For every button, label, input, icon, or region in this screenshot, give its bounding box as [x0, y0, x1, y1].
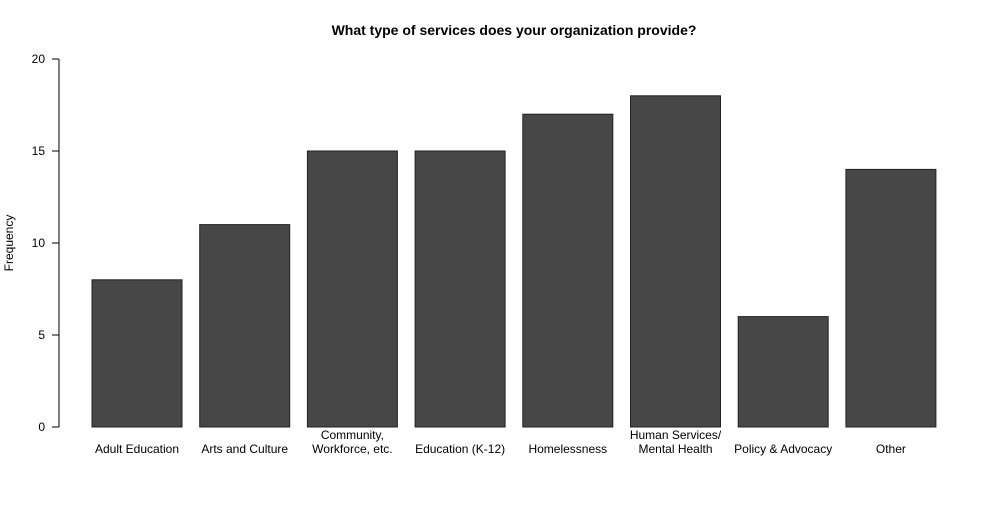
- x-category-label: Education (K-12): [415, 442, 505, 456]
- y-tick-label: 0: [38, 420, 45, 434]
- y-tick-label: 5: [38, 328, 45, 342]
- chart-title: What type of services does your organiza…: [332, 22, 697, 38]
- bars-group: [91, 95, 937, 428]
- x-category-label: Mental Health: [638, 442, 712, 456]
- bar: [91, 279, 183, 428]
- x-category-label: Community,: [321, 428, 384, 442]
- x-category-label: Arts and Culture: [201, 442, 288, 456]
- bar: [630, 95, 721, 428]
- bar: [306, 150, 398, 428]
- category-labels: Adult Education Arts and Culture Community…: [95, 428, 906, 456]
- y-tick-label: 20: [32, 52, 46, 66]
- bar: [737, 316, 829, 428]
- x-category-label: Other: [876, 442, 906, 456]
- y-axis-label: Frequency: [2, 215, 16, 272]
- x-category-label: Adult Education: [95, 442, 179, 456]
- bar: [199, 224, 291, 428]
- bar: [845, 168, 937, 428]
- x-category-label: Human Services/: [630, 428, 722, 442]
- y-tick-label: 15: [32, 144, 46, 158]
- y-tick-label: 10: [32, 236, 46, 250]
- x-category-label: Homelessness: [528, 442, 607, 456]
- bar: [522, 113, 614, 428]
- x-category-label: Policy & Advocacy: [734, 442, 832, 456]
- x-category-label: Workforce, etc.: [312, 442, 392, 456]
- y-axis-ticks: 0 5 10 15 20: [32, 52, 59, 434]
- bar: [414, 150, 506, 428]
